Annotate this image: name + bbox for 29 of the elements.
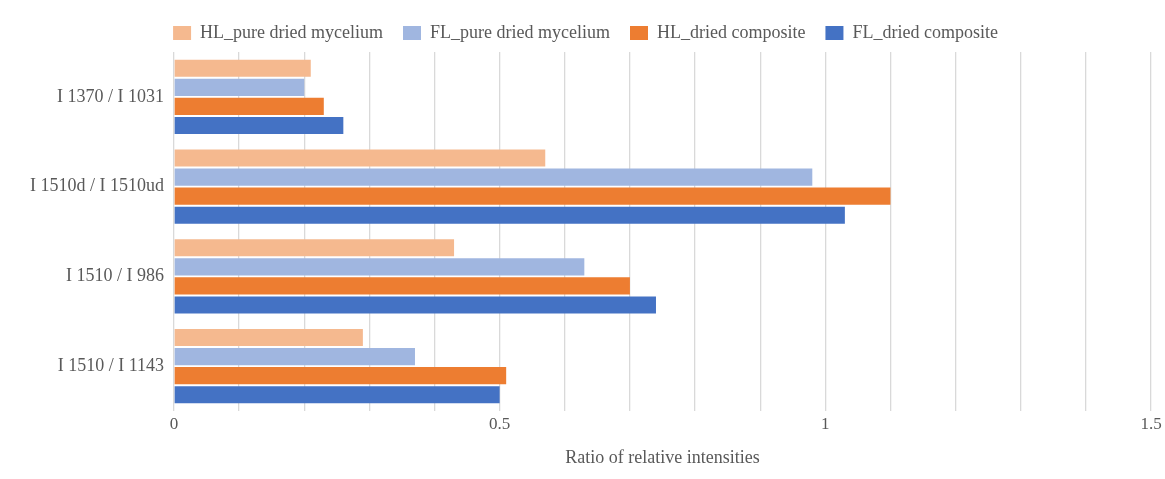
bar <box>174 78 305 96</box>
bar <box>174 296 656 314</box>
y-tick-label: I 1510 / I 986 <box>65 265 164 286</box>
bar <box>174 367 507 385</box>
bar <box>174 97 324 115</box>
x-tick-label: 1.5 <box>1140 413 1162 433</box>
legend-label: HL_pure dried mycelium <box>200 21 384 42</box>
x-tick-label: 0.5 <box>489 413 511 433</box>
y-tick-label: I 1510 / I 1143 <box>57 354 164 375</box>
bar <box>174 277 630 295</box>
bar <box>174 239 455 257</box>
legend-label: HL_dried composite <box>656 21 806 42</box>
bar <box>174 258 585 276</box>
x-axis-title: Ratio of relative intensities <box>565 446 760 467</box>
bar <box>174 386 500 404</box>
bar <box>174 149 546 167</box>
legend-label: FL_dried composite <box>852 21 998 42</box>
bar <box>174 348 415 366</box>
y-tick-label: I 1510d / I 1510ud <box>29 175 164 196</box>
bar <box>174 59 311 77</box>
bar <box>174 116 344 135</box>
bar <box>174 187 891 205</box>
y-tick-label: I 1370 / I 1031 <box>56 85 164 106</box>
legend-label: FL_pure dried mycelium <box>430 21 610 42</box>
bar <box>174 328 363 347</box>
x-tick-label: 0 <box>169 413 179 433</box>
x-tick-label: 1 <box>821 413 830 433</box>
bar <box>174 168 813 186</box>
bar <box>174 206 845 224</box>
